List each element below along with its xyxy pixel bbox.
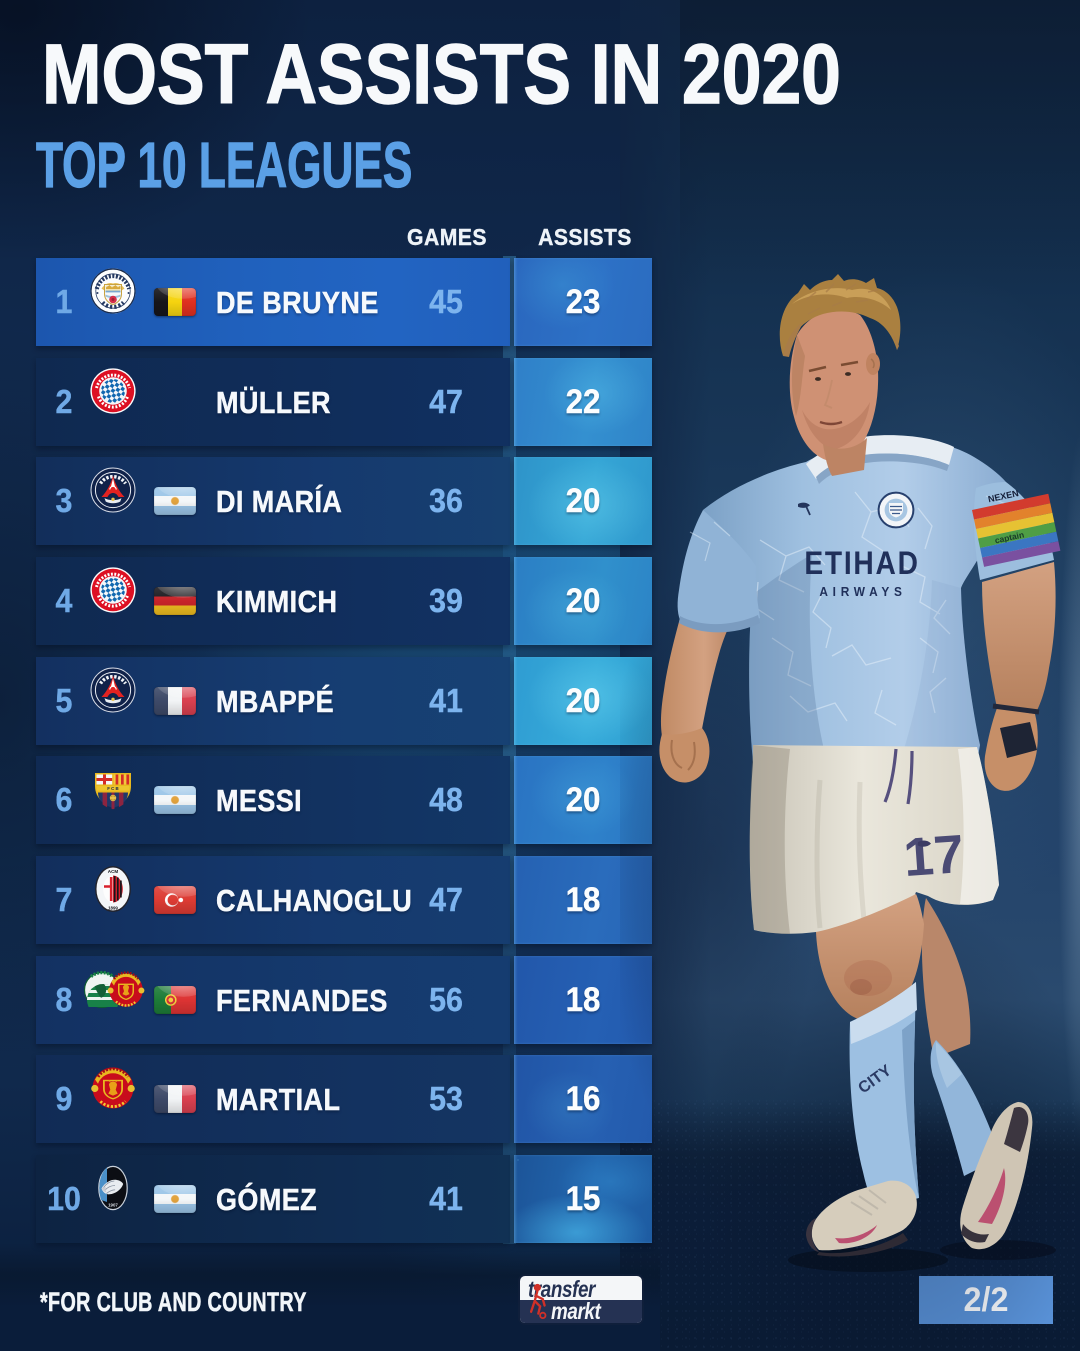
svg-text:ETIHAD: ETIHAD	[804, 546, 919, 581]
svg-text:ACM: ACM	[108, 869, 119, 874]
svg-text:1907: 1907	[108, 1203, 118, 1208]
svg-text:AIRWAYS: AIRWAYS	[819, 585, 906, 599]
svg-text:17: 17	[902, 824, 966, 888]
svg-text:F C B: F C B	[107, 786, 118, 791]
svg-text:1899: 1899	[108, 906, 118, 911]
